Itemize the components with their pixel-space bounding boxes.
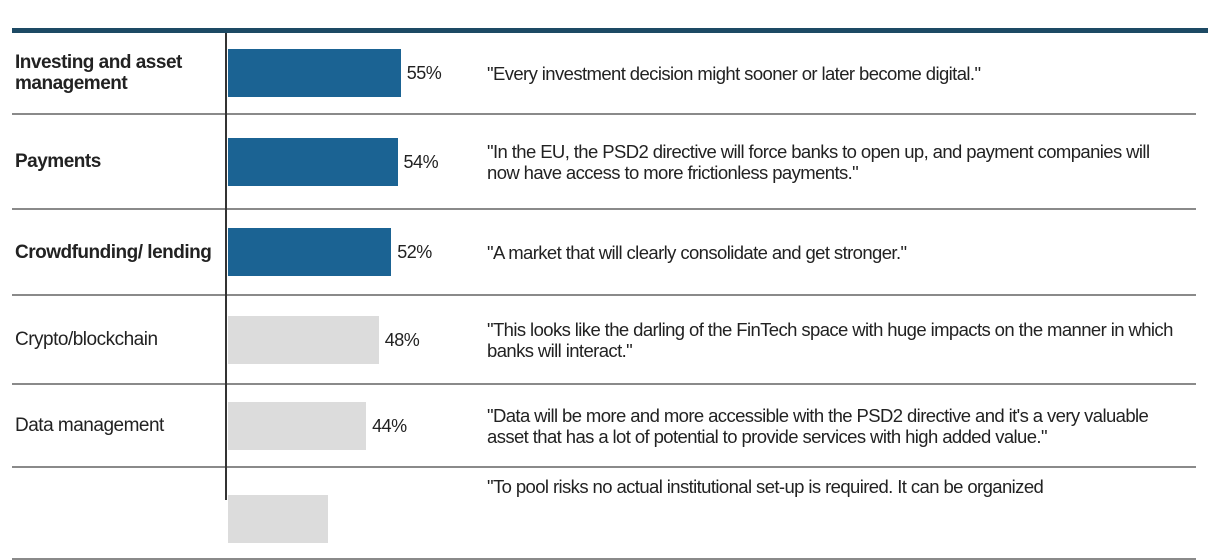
- quote-text: "This looks like the darling of the FinT…: [487, 318, 1173, 361]
- value-label: 48%: [384, 329, 420, 350]
- category-label: Data management: [15, 415, 164, 436]
- top-rule: [12, 28, 1208, 33]
- quote-text: "Every investment decision might sooner …: [487, 62, 981, 84]
- quote-text: "Data will be more and more accessible w…: [487, 404, 1149, 447]
- quote-text: "To pool risks no actual institutional s…: [487, 476, 1044, 497]
- bar: [228, 228, 392, 276]
- bar: [228, 401, 367, 450]
- value-label: 54%: [403, 151, 439, 172]
- category-label: Investing and asset management: [15, 52, 182, 94]
- bar: [228, 49, 401, 97]
- quote-text: "A market that will clearly consolidate …: [487, 241, 907, 263]
- table-row: Crowdfunding/ lending 52% "A market that w…: [12, 210, 1196, 296]
- value-label: 44%: [372, 415, 407, 436]
- table-row: Crypto/blockchain 48% "This looks like the…: [12, 296, 1196, 385]
- bar: [228, 137, 398, 186]
- category-label: [15, 468, 220, 558]
- category-label: Crowdfunding/ lending: [15, 241, 212, 263]
- bar: [228, 495, 329, 543]
- quote-text: "In the EU, the PSD2 directive will forc…: [487, 140, 1150, 183]
- value-label: 52%: [397, 242, 432, 262]
- bar: [228, 315, 379, 364]
- table-row: "To pool risks no actual institutional s…: [12, 468, 1196, 560]
- value-label: 55%: [406, 63, 442, 83]
- table-row: Investing and asset management 55% "Every …: [12, 33, 1196, 115]
- table-row: Payments 54% "In the EU, the PSD2 directiv…: [12, 115, 1196, 210]
- column-divider: [225, 33, 227, 500]
- table-row: Data management 44% "Data will be more and…: [12, 385, 1196, 468]
- category-label: Payments: [15, 151, 101, 172]
- category-label: Crypto/blockchain: [15, 329, 158, 350]
